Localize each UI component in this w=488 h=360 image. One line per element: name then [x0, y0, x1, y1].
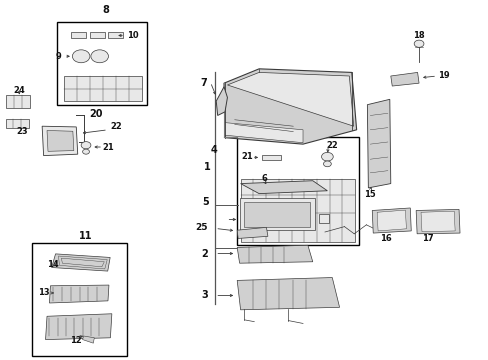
Text: 5: 5	[202, 197, 209, 207]
Text: 21: 21	[102, 143, 114, 152]
Text: 12: 12	[70, 336, 82, 345]
Text: 22: 22	[111, 122, 122, 131]
Polygon shape	[390, 72, 418, 86]
Circle shape	[323, 161, 330, 167]
Polygon shape	[371, 208, 410, 233]
Polygon shape	[224, 69, 356, 144]
Polygon shape	[216, 87, 227, 116]
Polygon shape	[237, 278, 339, 310]
Circle shape	[91, 50, 108, 63]
Text: 9: 9	[55, 52, 61, 61]
Text: 13: 13	[38, 288, 49, 297]
Text: 11: 11	[79, 231, 93, 240]
Polygon shape	[227, 72, 353, 126]
Polygon shape	[224, 123, 303, 143]
Text: 10: 10	[126, 31, 138, 40]
Polygon shape	[52, 254, 110, 271]
Bar	[239, 198, 315, 230]
Text: 23: 23	[17, 127, 28, 136]
Text: 18: 18	[412, 31, 424, 40]
Bar	[108, 32, 123, 39]
Bar	[261, 154, 281, 160]
Polygon shape	[42, 126, 78, 156]
Polygon shape	[237, 227, 267, 238]
Polygon shape	[47, 131, 74, 151]
Bar	[71, 32, 86, 39]
Text: 25: 25	[195, 223, 207, 232]
Bar	[318, 214, 329, 223]
Polygon shape	[240, 181, 327, 194]
Text: 24: 24	[13, 86, 25, 95]
Text: 19: 19	[437, 71, 448, 80]
Polygon shape	[82, 336, 94, 343]
Bar	[90, 32, 104, 39]
Text: 4: 4	[210, 144, 217, 154]
Polygon shape	[49, 285, 109, 303]
Text: 21: 21	[241, 152, 252, 161]
Text: 6: 6	[261, 174, 266, 183]
Polygon shape	[366, 99, 390, 188]
Circle shape	[81, 141, 91, 149]
Bar	[5, 119, 29, 128]
Circle shape	[413, 40, 423, 47]
Text: 2: 2	[201, 248, 207, 258]
Text: 8: 8	[102, 5, 109, 15]
Text: 7: 7	[200, 78, 206, 88]
Text: 16: 16	[379, 234, 391, 243]
Bar	[64, 76, 142, 101]
Text: 1: 1	[203, 162, 210, 172]
Text: 14: 14	[47, 260, 59, 269]
Circle shape	[72, 50, 90, 63]
Text: 3: 3	[201, 291, 207, 301]
Text: 22: 22	[325, 141, 338, 150]
Circle shape	[321, 152, 332, 161]
Bar	[32, 243, 127, 356]
Bar	[244, 202, 310, 226]
Polygon shape	[420, 211, 454, 231]
Polygon shape	[415, 210, 459, 234]
Bar	[240, 179, 354, 242]
Polygon shape	[45, 314, 112, 339]
Bar	[5, 95, 30, 108]
Polygon shape	[237, 245, 312, 263]
Polygon shape	[376, 210, 406, 231]
Text: 17: 17	[421, 234, 433, 243]
Bar	[57, 22, 147, 105]
Text: 15: 15	[364, 190, 375, 199]
Text: 20: 20	[89, 109, 102, 119]
Circle shape	[82, 149, 89, 154]
Bar	[237, 137, 358, 244]
